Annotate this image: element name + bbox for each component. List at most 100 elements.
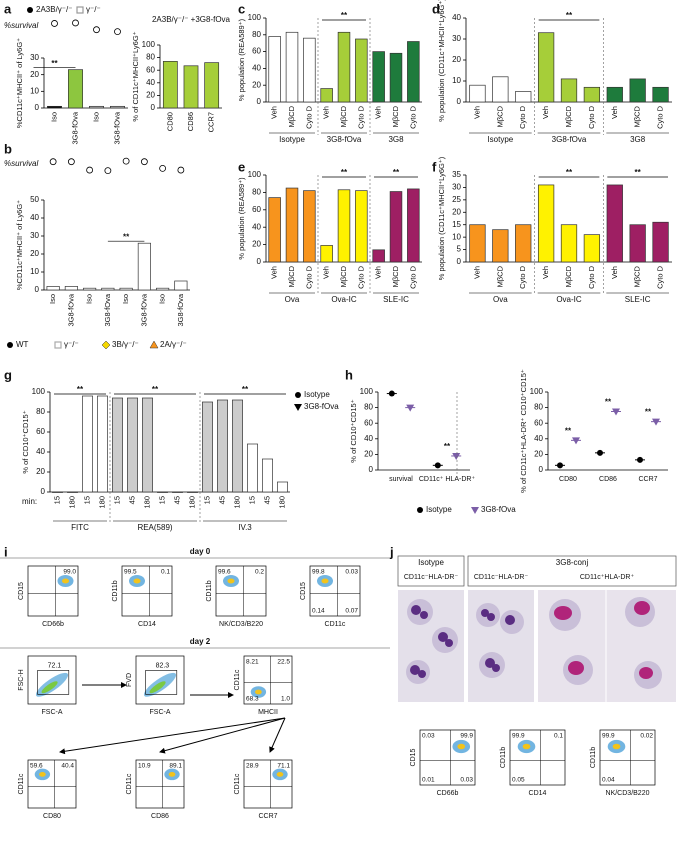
bar <box>337 31 351 103</box>
point <box>434 462 441 469</box>
y-tick-label: 40 <box>30 213 39 222</box>
x-tick-label: MβCD <box>391 105 400 127</box>
x-tick-label: Veh <box>541 266 550 279</box>
y-tick-label: 20 <box>534 450 543 459</box>
bar <box>67 491 78 493</box>
legend-marker <box>101 340 111 350</box>
y-tick-label: 80 <box>252 188 261 197</box>
significance: ** <box>51 59 58 68</box>
x-axis-label: FSC-A <box>42 709 63 716</box>
x-tick-label: CD80 <box>559 476 577 483</box>
flow-plot <box>121 565 173 617</box>
bar <box>372 51 385 103</box>
y-tick-label: 0 <box>257 97 262 106</box>
arrow <box>269 717 286 753</box>
x-tick-label: 180 <box>67 496 76 509</box>
quadrant-value: 28.9 <box>246 763 259 770</box>
quadrant-value: 0.01 <box>422 777 435 784</box>
survival-point <box>140 158 148 166</box>
bar <box>492 229 509 263</box>
x-tick-label: Cyto D <box>518 105 527 129</box>
image <box>468 590 534 702</box>
bar <box>112 397 123 493</box>
x-tick-label: MβCD <box>495 105 504 127</box>
bar <box>407 41 420 103</box>
panel-label: d <box>432 1 440 16</box>
gate <box>145 670 178 695</box>
group-label: Isotype <box>487 135 513 144</box>
bar <box>89 105 104 109</box>
x-tick-label: Cyto D <box>587 265 596 289</box>
events-core <box>255 689 262 695</box>
events-core <box>227 578 235 584</box>
y-axis-label: CD11c <box>126 773 133 794</box>
legend-label: Isotype <box>426 505 452 514</box>
quadrant-value: 99.6 <box>218 569 231 576</box>
legend-marker <box>471 507 479 514</box>
survival-point <box>159 164 167 172</box>
quadrant-value: 99.9 <box>602 733 615 740</box>
x-tick-label: MβCD <box>339 265 348 287</box>
bar <box>268 36 281 103</box>
legend-label: γ⁻/⁻ <box>64 340 79 349</box>
x-tick-label: 45 <box>217 496 226 504</box>
y-tick-label: 0 <box>35 285 40 294</box>
significance: ** <box>565 426 572 435</box>
panel-label: f <box>432 159 437 174</box>
significance: ** <box>444 442 451 451</box>
bar <box>492 76 509 103</box>
x-tick-label: MβCD <box>564 265 573 287</box>
panel-label: e <box>238 159 245 174</box>
y-tick-label: 30 <box>452 183 461 192</box>
bar <box>469 84 486 103</box>
panel-label: j <box>389 544 394 559</box>
quadrant-value: 0.04 <box>602 777 615 784</box>
gate-label: 82.3 <box>156 662 170 669</box>
bar <box>232 399 243 493</box>
y-tick-label: 20 <box>452 207 461 216</box>
y-tick-label: 40 <box>252 222 261 231</box>
y-tick-label: 30 <box>30 53 39 62</box>
quadrant-value: 0.1 <box>161 569 170 576</box>
y-tick-label: 60 <box>252 205 261 214</box>
y-axis-label: CD15 <box>410 748 417 766</box>
significance: ** <box>77 385 84 394</box>
flow-plot <box>27 565 79 617</box>
bar <box>389 52 403 103</box>
y-tick-label: 0 <box>539 465 544 474</box>
bar <box>268 197 281 263</box>
header-box <box>397 555 465 587</box>
x-tick-label: 180 <box>97 496 106 509</box>
legend-marker <box>149 340 159 349</box>
y-tick-label: 80 <box>252 30 261 39</box>
flow-plot <box>309 565 361 617</box>
x-axis-label: CD14 <box>529 790 547 797</box>
x-axis-label: CD66b <box>437 790 459 797</box>
section-title: day 0 <box>190 547 211 556</box>
x-tick-label: 180 <box>187 496 196 509</box>
quadrant-value: 0.05 <box>512 777 525 784</box>
y-axis-label: CD11c <box>18 773 25 794</box>
y-axis-label: FSC-H <box>18 669 25 690</box>
point <box>572 437 580 445</box>
flow-plot <box>27 759 77 809</box>
bar <box>172 491 183 493</box>
group-label: Ova <box>493 295 508 304</box>
y-tick-label: 40 <box>364 434 373 443</box>
y-tick-label: 10 <box>452 232 461 241</box>
bar <box>560 78 578 103</box>
bar <box>372 249 385 263</box>
y-tick-label: 15 <box>452 220 461 229</box>
x-tick-label: 45 <box>127 496 136 504</box>
significance: ** <box>393 168 400 177</box>
bar <box>337 189 351 263</box>
x-axis-label: CD14 <box>138 621 156 628</box>
point <box>612 408 620 416</box>
x-tick-label: Veh <box>270 266 279 279</box>
x-tick-label: MβCD <box>633 265 642 287</box>
x-tick-label: 15 <box>112 496 121 504</box>
y-tick-label: 60 <box>534 418 543 427</box>
chart-title: 2A3B/γ⁻/⁻ +3G8-fOva <box>152 15 231 24</box>
y-axis-label: CD11b <box>206 580 213 601</box>
